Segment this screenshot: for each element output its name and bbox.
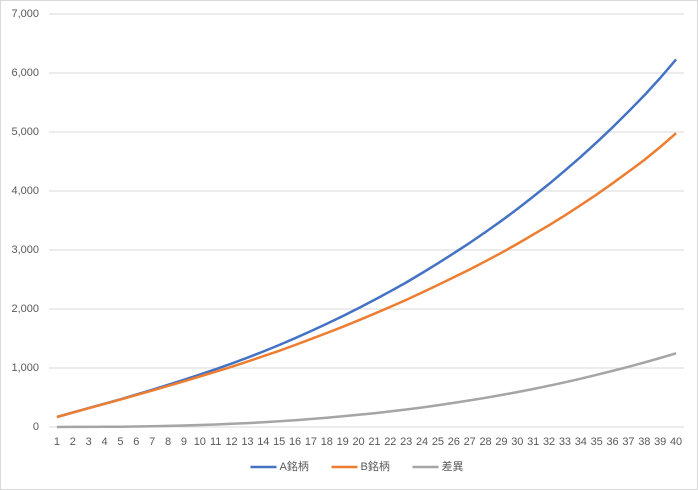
y-tick-label: 5,000 [11, 126, 39, 138]
x-tick-label: 2 [70, 436, 76, 448]
x-tick-label: 25 [432, 436, 444, 448]
x-tick-label: 27 [464, 436, 476, 448]
x-tick-label: 19 [337, 436, 349, 448]
y-tick-label: 6,000 [11, 67, 39, 79]
y-tick-label: 2,000 [11, 303, 39, 315]
x-tick-label: 16 [289, 436, 301, 448]
x-tick-label: 36 [606, 436, 618, 448]
legend-label: B銘柄 [361, 459, 390, 473]
x-tick-label: 12 [225, 436, 237, 448]
x-tick-label: 37 [622, 436, 634, 448]
x-tick-label: 34 [575, 436, 587, 448]
x-tick-label: 33 [559, 436, 571, 448]
x-tick-label: 4 [102, 436, 108, 448]
x-tick-label: 24 [416, 436, 428, 448]
x-tick-label: 5 [117, 436, 123, 448]
y-tick-label: 1,000 [11, 362, 39, 374]
x-tick-label: 32 [543, 436, 555, 448]
x-tick-label: 6 [133, 436, 139, 448]
x-tick-label: 13 [241, 436, 253, 448]
legend-label: A銘柄 [280, 459, 309, 473]
x-tick-label: 22 [384, 436, 396, 448]
x-tick-label: 35 [591, 436, 603, 448]
x-tick-label: 39 [654, 436, 666, 448]
series-line [56, 352, 677, 429]
y-tick-label: 0 [33, 421, 39, 433]
x-tick-label: 15 [273, 436, 285, 448]
x-tick-label: 8 [165, 436, 171, 448]
x-tick-label: 38 [638, 436, 650, 448]
y-tick-label: 7,000 [11, 8, 39, 20]
y-tick-label: 4,000 [11, 185, 39, 197]
x-tick-label: 11 [210, 436, 221, 448]
x-tick-label: 29 [495, 436, 507, 448]
x-tick-label: 9 [181, 436, 187, 448]
x-tick-label: 40 [670, 436, 682, 448]
y-tick-label: 3,000 [11, 244, 39, 256]
x-tick-label: 30 [511, 436, 523, 448]
x-tick-label: 10 [194, 436, 206, 448]
x-tick-label: 26 [448, 436, 460, 448]
legend-label: 差異 [442, 459, 464, 473]
x-tick-label: 28 [479, 436, 491, 448]
x-tick-label: 7 [149, 436, 155, 448]
x-tick-label: 18 [321, 436, 333, 448]
x-tick-label: 14 [257, 436, 269, 448]
x-tick-label: 3 [86, 436, 92, 448]
x-tick-label: 31 [527, 436, 539, 448]
x-tick-label: 20 [352, 436, 364, 448]
x-tick-label: 17 [305, 436, 317, 448]
series-line [56, 132, 677, 419]
x-tick-label: 21 [368, 436, 380, 448]
x-tick-label: 23 [400, 436, 412, 448]
x-tick-label: 1 [54, 436, 60, 448]
